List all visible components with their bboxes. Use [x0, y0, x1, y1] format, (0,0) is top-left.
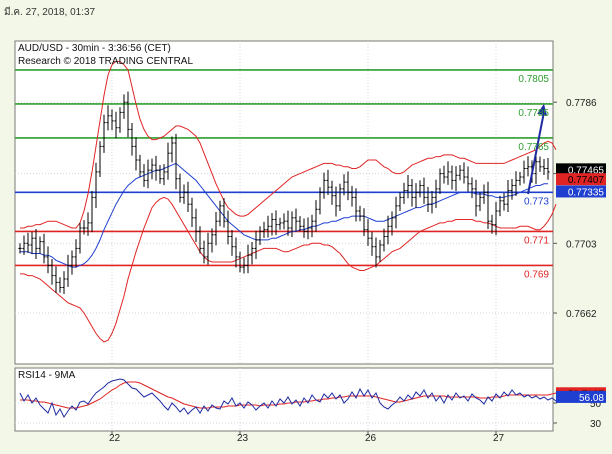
price-panel: 0.7805 0.7785 0.7765 0.773 0.771 0.769 0.7786…: [14, 40, 606, 365]
rsi-series-9ma: [20, 381, 572, 409]
x-tick-label: 23: [237, 433, 249, 444]
price-chart-subtitle: Research © 2018 TRADING CENTRAL: [18, 56, 193, 67]
price-levels: [15, 69, 553, 267]
price-badge-box: [556, 185, 606, 198]
upper-band-line: [20, 60, 557, 229]
price-y-tick-label: 0.7662: [566, 309, 597, 320]
rsi-y-tick-label: 30: [590, 419, 602, 430]
price-badge-box: [556, 173, 606, 186]
rsi-series-rsi14: [19, 378, 573, 418]
price-badge-label: 0.77465: [568, 165, 605, 176]
rsi-lines: [19, 378, 573, 418]
x-axis: 22 23 26 27: [109, 431, 505, 444]
price-candles: [18, 91, 550, 294]
level-label: 0.7785: [518, 108, 549, 119]
price-level-labels: 0.7805 0.7785 0.7765 0.773 0.771 0.769: [518, 74, 549, 280]
level-label: 0.7765: [518, 142, 549, 153]
level-label: 0.7805: [518, 74, 549, 85]
timestamp: มี.ค. 27, 2018, 01:37: [4, 6, 96, 18]
level-label: 0.773: [524, 196, 549, 207]
price-badge-box: [556, 163, 606, 176]
x-tick-label: 22: [109, 433, 121, 444]
x-tick-label: 27: [493, 433, 505, 444]
price-y-tick-label: 0.7786: [566, 98, 597, 109]
forecast-arrow: [527, 103, 547, 195]
level-label: 0.769: [524, 269, 549, 280]
rsi-badge-label: 56.08: [579, 393, 604, 404]
arrow-shaft: [527, 111, 545, 195]
price-badge-label: 0.77335: [568, 187, 605, 198]
x-tick-label: 26: [365, 433, 377, 444]
rsi-panel: 30 50 59.718756.08 RSI14 - 9MA: [14, 367, 606, 432]
price-y-tick-label: 0.7703: [566, 239, 597, 250]
rsi-badges: 59.718756.08: [556, 387, 606, 404]
price-badge-label: 0.77407: [568, 175, 605, 186]
ma-line: [20, 162, 548, 268]
arrow-head: [537, 103, 547, 116]
price-chart-title: AUD/USD - 30min - 3:36:56 (CET): [18, 43, 171, 54]
level-label: 0.771: [524, 235, 549, 246]
rsi-y-tick-label: 50: [590, 399, 602, 410]
rsi-chart-title: RSI14 - 9MA: [18, 370, 76, 381]
price-plot-area: [14, 40, 554, 365]
rsi-plot-area: [14, 367, 554, 432]
rsi-badge-box: [556, 390, 606, 403]
rsi-y-axis: 30 50: [553, 399, 602, 430]
price-overlays: [20, 60, 557, 343]
lower-band-line: [20, 196, 557, 343]
